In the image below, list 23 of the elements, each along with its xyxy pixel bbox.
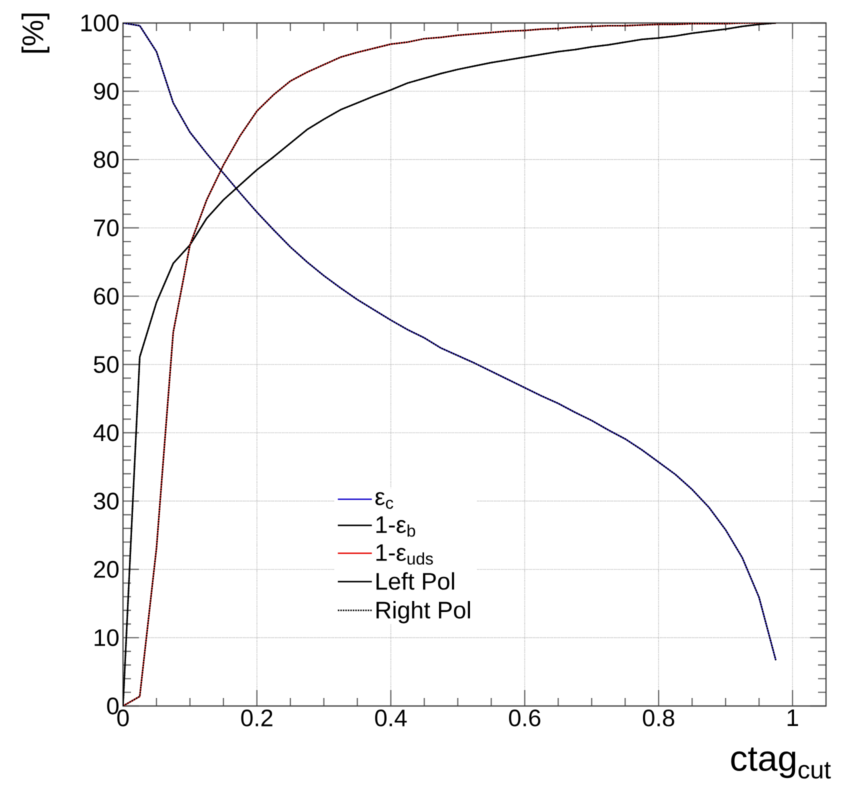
x-axis-title: ctag$_{cut}$: [731, 748, 831, 779]
y-tick-label: 0: [107, 698, 119, 714]
y-tick-label: 60: [94, 288, 119, 305]
x-tick-label: 0.4: [375, 710, 407, 726]
legend-label: 1-ε$_{uds}$: [376, 544, 433, 565]
y-tick-label: 40: [93, 424, 119, 442]
y-tick-label: 80: [94, 151, 119, 168]
legend-label: 1-ε$_{b}$: [376, 516, 416, 537]
x-tick-label: 0.6: [509, 710, 540, 726]
legend-label: Left Pol: [376, 572, 454, 590]
y-tick-label: 100: [81, 14, 119, 32]
legend-label: ε$_{c}$: [375, 492, 394, 509]
y-tick-label: 90: [94, 82, 119, 100]
y-axis-title: [%]: [22, 14, 50, 53]
y-tick-label: 70: [94, 219, 119, 236]
y-tick-label: 30: [94, 492, 119, 510]
legend-label: Right Pol: [376, 601, 470, 624]
x-tick-label: 0.8: [642, 710, 674, 726]
x-tick-label: 0.2: [241, 710, 272, 726]
y-tick-label: 20: [94, 560, 119, 578]
x-tick-label: 1: [788, 710, 798, 726]
y-tick-label: 10: [94, 629, 119, 646]
y-tick-label: 50: [94, 356, 119, 373]
